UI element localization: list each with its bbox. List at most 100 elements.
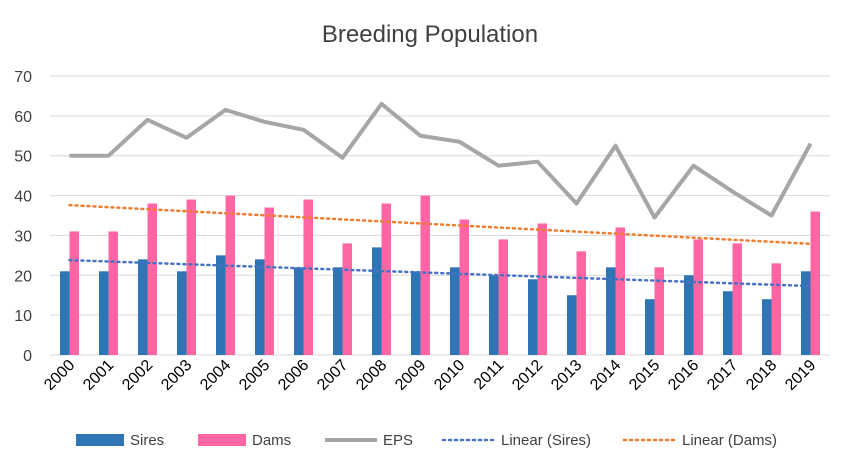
eps-point xyxy=(498,165,499,167)
sires-bar xyxy=(372,247,382,355)
dams-bar xyxy=(264,207,274,355)
sires-bar xyxy=(411,271,421,355)
x-tick-label: 2012 xyxy=(509,357,546,394)
x-tick-label: 2005 xyxy=(236,357,273,394)
linear-sires-trendline xyxy=(68,258,812,288)
y-tick-label: 30 xyxy=(14,228,32,245)
eps-point xyxy=(693,165,694,167)
x-tick-label: 2001 xyxy=(80,357,117,394)
legend-swatch-sires xyxy=(76,434,124,446)
legend: Sires Dams EPS Linear (Sires) Linear (Dams) xyxy=(76,432,777,449)
sires-bar xyxy=(177,271,187,355)
x-tick-label: 2003 xyxy=(158,357,195,394)
x-tick-label: 2000 xyxy=(41,357,78,394)
y-tick-label: 20 xyxy=(14,268,32,285)
dams-bar xyxy=(381,203,391,355)
eps-point xyxy=(108,155,109,157)
chart-title: Breeding Population xyxy=(322,21,538,48)
sires-bar xyxy=(450,267,460,355)
sires-bar xyxy=(528,279,538,355)
sires-bar xyxy=(567,295,577,355)
x-tick-label: 2004 xyxy=(197,357,234,394)
eps-point xyxy=(771,215,772,216)
sires-bar xyxy=(762,299,772,355)
eps-point xyxy=(810,143,811,145)
sires-bar xyxy=(138,259,148,355)
eps-point xyxy=(342,157,343,159)
sires-bar xyxy=(801,271,811,355)
y-tick-label: 50 xyxy=(14,149,32,166)
sires-bar xyxy=(606,267,616,355)
x-axis-tick-labels: 2000 2001 2002 2003 2004 2005 2006 2007 2008 2009… xyxy=(41,357,819,394)
dams-bar xyxy=(108,231,118,355)
eps-point xyxy=(264,121,265,123)
dams-bar xyxy=(693,239,703,355)
sires-bar xyxy=(60,271,70,355)
x-tick-label: 2018 xyxy=(743,357,780,394)
dams-bar xyxy=(186,199,196,355)
eps-point xyxy=(381,103,382,105)
legend-label-linear-dams: Linear (Dams) xyxy=(682,432,777,449)
dams-bar xyxy=(303,199,313,355)
eps-point xyxy=(732,191,733,193)
gridlines xyxy=(50,75,830,356)
lines xyxy=(68,101,813,288)
x-tick-label: 2019 xyxy=(782,357,819,394)
sires-bar xyxy=(333,267,343,355)
dams-bar xyxy=(459,219,469,355)
eps-point xyxy=(69,155,70,157)
eps-point xyxy=(576,203,577,205)
sires-bar xyxy=(489,275,499,355)
dams-bar xyxy=(537,223,547,355)
dams-bar xyxy=(498,239,508,355)
dams-bar xyxy=(615,227,625,355)
legend-label-sires: Sires xyxy=(130,432,164,449)
dams-bar xyxy=(69,231,79,355)
dams-bar xyxy=(420,195,430,355)
eps-point xyxy=(225,109,226,111)
dams-bar xyxy=(576,251,586,355)
sires-bar xyxy=(684,275,694,355)
legend-label-eps: EPS xyxy=(383,432,413,449)
dams-bar xyxy=(732,243,742,355)
x-tick-label: 2015 xyxy=(626,357,663,394)
sires-bar xyxy=(99,271,109,355)
eps-point xyxy=(420,135,421,137)
dams-bar xyxy=(810,211,820,355)
y-tick-label: 70 xyxy=(14,69,32,86)
sires-bar xyxy=(723,291,733,355)
dams-bar xyxy=(654,267,664,355)
dams-bar xyxy=(342,243,352,355)
y-tick-label: 40 xyxy=(14,189,32,206)
dams-bar xyxy=(771,263,781,355)
x-tick-label: 2011 xyxy=(471,357,507,393)
x-tick-label: 2008 xyxy=(353,357,390,394)
eps-point xyxy=(537,161,538,163)
y-tick-label: 10 xyxy=(14,308,32,325)
x-tick-label: 2002 xyxy=(119,357,156,394)
x-tick-label: 2007 xyxy=(314,357,351,394)
dams-bar xyxy=(147,203,157,355)
legend-label-dams: Dams xyxy=(252,432,291,449)
eps-point xyxy=(186,137,187,139)
x-tick-label: 2013 xyxy=(548,357,585,394)
eps-point xyxy=(615,145,616,147)
x-tick-label: 2009 xyxy=(392,357,429,394)
x-tick-label: 2014 xyxy=(587,357,624,394)
y-tick-label: 0 xyxy=(23,348,32,365)
x-tick-label: 2010 xyxy=(431,357,468,394)
eps-point xyxy=(303,129,304,131)
x-tick-label: 2006 xyxy=(275,357,312,394)
eps-line xyxy=(69,101,813,220)
x-tick-label: 2016 xyxy=(665,357,702,394)
linear-dams-trendline xyxy=(68,203,812,246)
sires-bar xyxy=(294,267,304,355)
y-axis-tick-labels: 0 10 20 30 40 50 60 70 xyxy=(14,69,32,365)
bars xyxy=(60,195,820,355)
legend-label-linear-sires: Linear (Sires) xyxy=(501,432,591,449)
dams-bar xyxy=(225,195,235,355)
legend-swatch-dams xyxy=(198,434,246,446)
x-tick-label: 2017 xyxy=(704,357,741,394)
